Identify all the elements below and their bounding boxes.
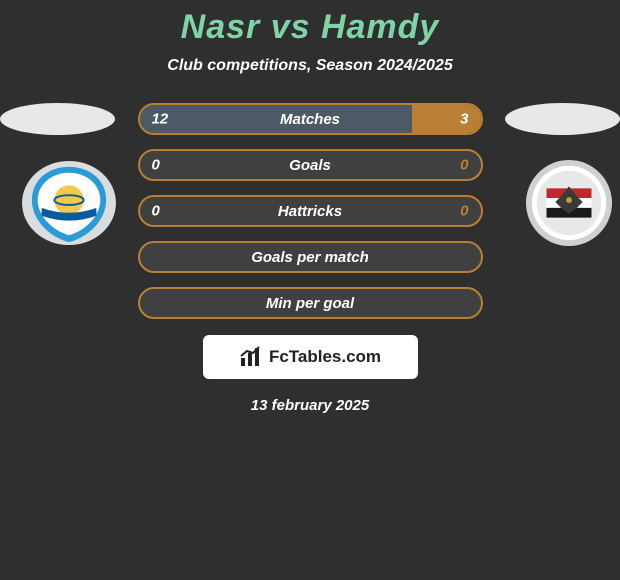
- stats-area: 12 3 Matches 0 0 Goals 0 0 Hattricks Goals per ma…: [0, 103, 620, 319]
- stat-label: Hattricks: [278, 203, 342, 220]
- stat-row: Goals per match: [138, 241, 483, 273]
- brand-box: FcTables.com: [203, 335, 418, 379]
- stat-value-right: 0: [460, 157, 468, 174]
- comparison-date: 13 february 2025: [0, 397, 620, 414]
- stat-label: Matches: [280, 111, 340, 128]
- stat-row: Min per goal: [138, 287, 483, 319]
- stat-value-left: 0: [152, 157, 160, 174]
- stat-fill-left: [140, 105, 413, 133]
- stat-value-right: 3: [460, 111, 468, 128]
- stat-value-left: 12: [152, 111, 169, 128]
- subtitle: Club competitions, Season 2024/2025: [0, 57, 620, 75]
- stat-row: 0 0 Goals: [138, 149, 483, 181]
- stat-row: 12 3 Matches: [138, 103, 483, 135]
- comparison-card: Nasr vs Hamdy Club competitions, Season …: [0, 0, 620, 414]
- stat-fill-right: [412, 105, 480, 133]
- club-crest-left: [20, 159, 118, 247]
- player-oval-right: [505, 103, 620, 135]
- page-title: Nasr vs Hamdy: [0, 8, 620, 47]
- stat-value-right: 0: [460, 203, 468, 220]
- stat-label: Goals per match: [251, 249, 369, 266]
- chart-icon: [239, 346, 263, 368]
- stat-row: 0 0 Hattricks: [138, 195, 483, 227]
- stat-label: Min per goal: [266, 295, 354, 312]
- club-crest-right: [520, 159, 618, 247]
- player-oval-left: [0, 103, 115, 135]
- stat-label: Goals: [289, 157, 331, 174]
- stat-value-left: 0: [152, 203, 160, 220]
- brand-text: FcTables.com: [269, 347, 381, 367]
- stat-rows: 12 3 Matches 0 0 Goals 0 0 Hattricks Goals per ma…: [138, 103, 483, 319]
